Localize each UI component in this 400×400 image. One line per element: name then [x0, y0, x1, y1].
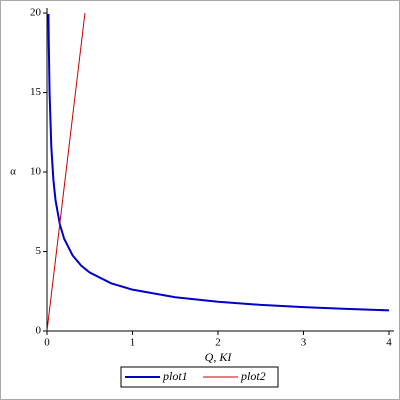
legend-label: plot1 — [162, 369, 188, 383]
y-tick-label: 10 — [30, 166, 42, 178]
y-tick-label: 0 — [36, 325, 42, 337]
legend-label: plot2 — [240, 369, 266, 383]
y-tick-label: 15 — [30, 86, 42, 98]
x-tick-label: 1 — [130, 337, 136, 349]
y-tick-label: 5 — [36, 245, 42, 257]
y-tick-label: 20 — [30, 7, 42, 19]
plot-area — [46, 13, 390, 332]
line — [46, 13, 86, 332]
x-axis-label: Q, KI — [205, 350, 233, 364]
x-tick-label: 2 — [215, 337, 221, 349]
line — [47, 13, 390, 312]
x-tick-label: 0 — [44, 337, 50, 349]
x-tick-label: 3 — [301, 337, 307, 349]
legend — [120, 366, 279, 388]
y-axis-label: α — [10, 166, 16, 178]
x-tick-label: 4 — [386, 337, 392, 349]
